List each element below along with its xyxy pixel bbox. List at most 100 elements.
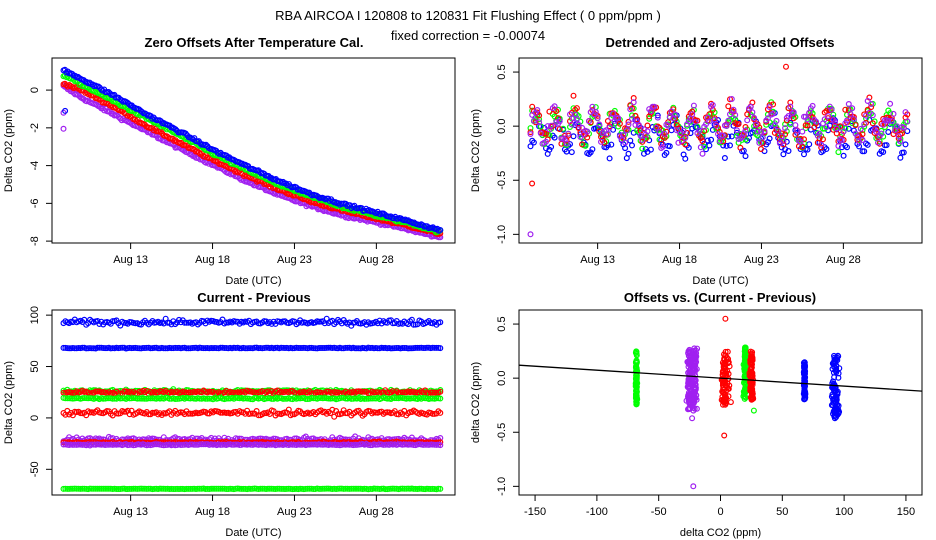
- data-point: [711, 116, 718, 123]
- data-point: [775, 127, 782, 134]
- data-point: [787, 99, 794, 106]
- x-axis-label: delta CO2 (ppm): [680, 527, 761, 539]
- data-point: [766, 135, 773, 142]
- data-point: [902, 109, 909, 116]
- data-point: [575, 121, 582, 128]
- data-point: [716, 138, 723, 145]
- data-point: [825, 115, 832, 122]
- data-point: [183, 345, 190, 352]
- x-tick-label: -150: [524, 506, 546, 518]
- data-point: [689, 108, 696, 115]
- data-point: [138, 395, 145, 402]
- data-point: [81, 316, 88, 323]
- data-point: [536, 119, 543, 126]
- data-point: [854, 133, 861, 140]
- data-point: [861, 148, 868, 155]
- data-point: [668, 108, 675, 115]
- data-point: [431, 344, 438, 351]
- data-point: [671, 111, 678, 118]
- panel-zero-offsets: Zero Offsets After Temperature Cal.Date …: [3, 35, 456, 287]
- data-point: [888, 117, 895, 124]
- data-point: [200, 345, 207, 352]
- data-point: [160, 345, 167, 352]
- data-point: [236, 159, 243, 166]
- data-point: [644, 122, 651, 129]
- data-point: [246, 388, 253, 395]
- data-point: [606, 155, 613, 162]
- data-point: [622, 145, 629, 152]
- data-point: [282, 395, 289, 402]
- data-point: [551, 134, 558, 141]
- data-point: [868, 104, 875, 111]
- data-point: [573, 105, 580, 112]
- data-point: [750, 407, 757, 414]
- data-point: [799, 128, 806, 135]
- data-point: [751, 114, 758, 121]
- data-point: [804, 146, 811, 153]
- x-tick-label: 0: [717, 506, 723, 518]
- data-point: [727, 399, 734, 406]
- data-point: [706, 118, 713, 125]
- data-point: [644, 128, 651, 135]
- x-tick-label: Aug 13: [113, 254, 148, 266]
- data-point: [804, 116, 811, 123]
- data-point: [861, 121, 868, 128]
- data-point: [828, 106, 835, 113]
- data-point: [840, 128, 847, 135]
- x-tick-label: Aug 28: [359, 506, 394, 518]
- data-point: [714, 131, 721, 138]
- data-point: [221, 345, 228, 352]
- data-point: [527, 231, 534, 238]
- plot-frame: [518, 57, 923, 244]
- data-point: [594, 114, 601, 121]
- data-point: [723, 142, 730, 149]
- data-point: [818, 144, 825, 151]
- data-point: [845, 125, 852, 132]
- data-point: [756, 139, 763, 146]
- x-tick-label: Aug 28: [826, 254, 861, 266]
- data-point: [374, 345, 381, 352]
- data-point: [185, 345, 192, 352]
- x-tick-label: Aug 23: [277, 506, 312, 518]
- y-tick-label: -0.5: [496, 423, 508, 442]
- data-point: [790, 109, 797, 116]
- data-point: [823, 146, 830, 153]
- data-point: [191, 135, 198, 142]
- data-point: [697, 135, 704, 142]
- data-point: [780, 141, 787, 148]
- data-point: [195, 149, 202, 156]
- data-point: [225, 395, 232, 402]
- y-tick-label: 100: [29, 306, 41, 324]
- data-point: [900, 149, 907, 156]
- data-point: [623, 127, 630, 134]
- data-point: [780, 138, 787, 145]
- data-point: [720, 138, 727, 145]
- x-tick-label: -100: [586, 506, 608, 518]
- data-point: [880, 149, 887, 156]
- data-point: [560, 125, 567, 132]
- y-tick-label: -1.0: [496, 477, 508, 496]
- data-point: [601, 139, 608, 146]
- data-point: [527, 125, 534, 132]
- data-point: [689, 111, 696, 118]
- data-point: [733, 129, 740, 136]
- data-point: [759, 134, 766, 141]
- data-point: [203, 141, 210, 148]
- data-point: [268, 395, 275, 402]
- y-tick-label: -50: [29, 461, 41, 477]
- data-point: [139, 108, 146, 115]
- data-point: [125, 100, 132, 107]
- x-tick-label: Aug 13: [113, 506, 148, 518]
- data-point: [823, 107, 830, 114]
- data-point: [666, 143, 673, 150]
- data-point: [754, 128, 761, 135]
- data-point: [534, 106, 541, 113]
- data-point: [663, 149, 670, 156]
- data-point: [60, 344, 67, 351]
- data-point: [665, 122, 672, 129]
- data-point: [625, 150, 632, 157]
- y-axis-label: delta CO2 (ppm): [470, 362, 482, 443]
- data-point: [825, 113, 832, 120]
- x-tick-label: -50: [651, 506, 667, 518]
- data-point: [850, 127, 857, 134]
